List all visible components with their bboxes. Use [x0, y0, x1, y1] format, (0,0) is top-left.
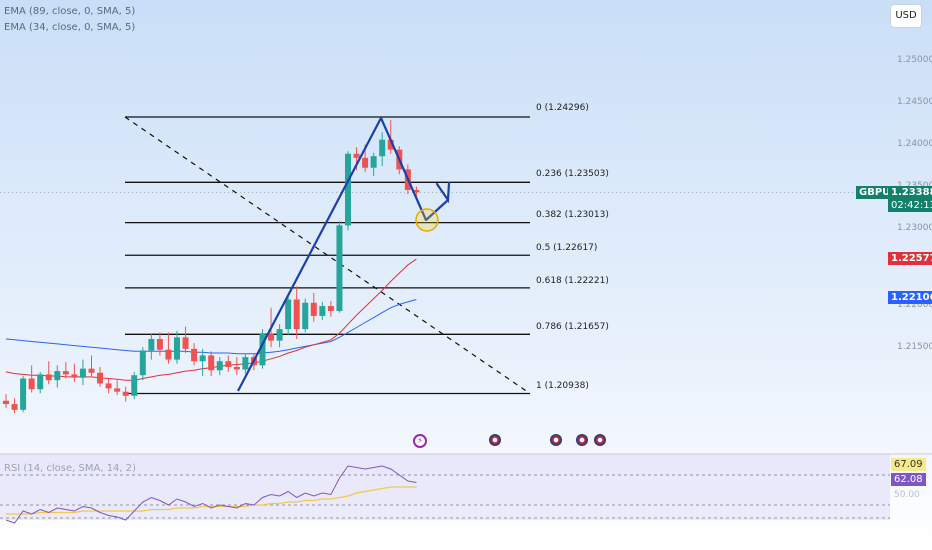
y-axis-tick: 1.24000 — [897, 139, 932, 149]
y-axis-tick: 1.22000 — [897, 300, 932, 310]
projection-arrowhead — [435, 181, 451, 204]
candle-body — [28, 378, 35, 390]
rsi-level-tick: 50.00 — [894, 490, 920, 500]
candle-body — [114, 388, 121, 392]
y-axis-tick: 1.24500 — [897, 97, 932, 107]
candle-body — [413, 189, 420, 193]
y-axis-tick: 1.23000 — [897, 223, 932, 233]
candle-body — [156, 338, 163, 350]
candle-body — [139, 350, 146, 376]
candle-body — [362, 157, 369, 168]
candle-body — [233, 366, 240, 370]
target-zone-circle — [415, 208, 439, 232]
candle-body — [276, 329, 283, 341]
candle-body — [191, 348, 198, 362]
candle-body — [88, 368, 95, 373]
candle-body — [165, 349, 172, 360]
candle-body — [353, 153, 360, 158]
lightning-icon[interactable]: ⚡ — [413, 434, 427, 448]
y-axis-tick: 1.21500 — [897, 342, 932, 352]
uk-flag-icon[interactable] — [576, 434, 588, 446]
fib-label-0786: 0.786 (1.21657) — [536, 322, 609, 332]
candle-body — [20, 378, 27, 410]
currency-button[interactable]: USD — [890, 4, 922, 28]
candle-body — [319, 306, 326, 316]
candle-body — [71, 374, 78, 378]
candle-body — [387, 139, 394, 150]
rsi-legend[interactable]: RSI (14, close, SMA, 14, 2) — [4, 463, 137, 474]
candle-body — [11, 404, 18, 410]
fib-label-0618: 0.618 (1.22221) — [536, 276, 609, 286]
candle-body — [79, 368, 86, 378]
candle-body — [293, 299, 300, 330]
rsi-sma-badge: 67.09 — [891, 458, 926, 471]
rsi-pane-background — [0, 454, 890, 520]
price-badge: 1.23388 — [888, 186, 932, 199]
candle-body — [122, 391, 129, 396]
countdown-badge: 02:42:13 — [888, 199, 932, 212]
candle-body — [148, 338, 155, 351]
us-flag-icon[interactable] — [594, 434, 606, 446]
fib-label-0236: 0.236 (1.23503) — [536, 169, 609, 179]
candle-body — [345, 153, 351, 226]
us-flag-icon[interactable] — [550, 434, 562, 446]
ema89-line — [5, 299, 417, 355]
candle-body — [182, 337, 189, 349]
candle-body — [208, 355, 215, 371]
candle-body — [327, 306, 334, 311]
candle-body — [37, 374, 44, 390]
candle-body — [310, 302, 317, 316]
candle-body — [97, 372, 104, 384]
candle-body — [62, 371, 69, 375]
candle-body — [216, 361, 223, 371]
candle-body — [54, 371, 61, 381]
candle-body — [131, 375, 138, 396]
candle-body — [379, 139, 386, 157]
projection-path — [237, 116, 449, 392]
fib-label-05: 0.5 (1.22617) — [536, 243, 598, 253]
candle-body — [105, 383, 112, 389]
candle-body — [3, 400, 9, 405]
candle-body — [268, 333, 275, 341]
candle-body — [285, 299, 292, 330]
rsi-sma-line — [6, 486, 417, 515]
candle-body — [370, 156, 377, 168]
candle-body — [174, 337, 180, 360]
candle-body — [199, 355, 206, 362]
fib-label-1: 1 (1.20938) — [536, 381, 589, 391]
rsi-value-badge: 62.08 — [891, 473, 926, 486]
candle-body — [302, 302, 309, 330]
fib-label-0: 0 (1.24296) — [536, 103, 589, 113]
candle-body — [336, 225, 343, 311]
candle-body — [242, 357, 249, 370]
fib-label-0382: 0.382 (1.23013) — [536, 210, 609, 220]
ema34-value-badge: 1.22577 — [888, 252, 932, 265]
y-axis-tick: 1.25000 — [897, 55, 932, 65]
fib-trend-line — [124, 116, 531, 394]
candle-body — [45, 374, 52, 381]
us-flag-icon[interactable] — [489, 434, 501, 446]
ema34-legend[interactable]: EMA (34, close, 0, SMA, 5) — [4, 22, 136, 33]
rsi-line — [5, 465, 417, 524]
candle-body — [225, 361, 232, 367]
ema89-value-badge: 1.22106 — [888, 291, 932, 304]
ema89-legend[interactable]: EMA (89, close, 0, SMA, 5) — [4, 6, 136, 17]
candle-body — [259, 333, 266, 366]
